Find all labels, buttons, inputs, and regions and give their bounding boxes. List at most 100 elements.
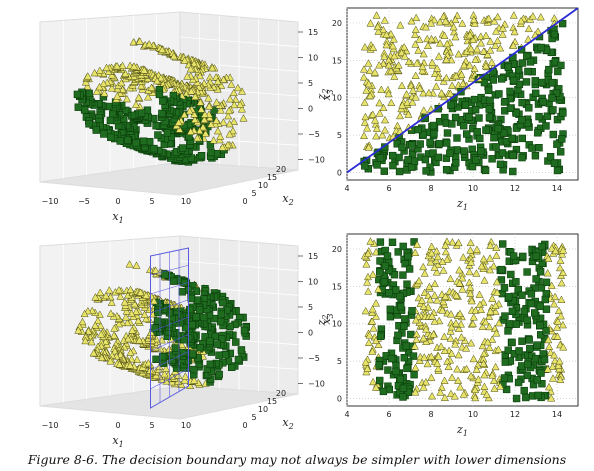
triangle-point	[201, 129, 210, 137]
triangle-point	[417, 296, 427, 304]
triangle-point	[422, 337, 431, 345]
square-point	[163, 129, 172, 137]
square-point	[192, 287, 200, 295]
x-tick-label: 12	[510, 410, 520, 419]
triangle-point	[78, 317, 87, 326]
triangle-point	[556, 256, 565, 264]
square-point	[557, 61, 565, 70]
z-tick-label: 0	[308, 329, 313, 338]
square-point	[178, 288, 186, 296]
triangle-point	[411, 25, 420, 33]
triangle-point	[470, 19, 479, 27]
y-tick-label: 10	[258, 405, 268, 414]
square-point	[522, 393, 530, 402]
triangle-point	[107, 84, 116, 92]
triangle-point	[451, 319, 460, 327]
triangle-point	[369, 324, 378, 332]
triangle-point	[481, 31, 491, 39]
triangle-point	[374, 27, 383, 35]
y-tick-label: 5	[251, 189, 256, 198]
triangle-point	[128, 326, 137, 334]
square-point	[434, 153, 443, 162]
square-point	[514, 66, 523, 74]
square-point	[536, 331, 545, 339]
triangle-point	[397, 81, 406, 89]
x-tick-label: 6	[386, 184, 391, 193]
square-point	[526, 58, 535, 66]
triangle-point	[419, 262, 428, 271]
square-point	[518, 291, 526, 299]
triangle-point	[135, 37, 144, 45]
triangle-point	[452, 291, 461, 299]
square-point	[512, 109, 520, 117]
triangle-point	[177, 340, 186, 349]
triangle-point	[488, 335, 497, 343]
square-point	[404, 388, 412, 396]
triangle-point	[490, 17, 499, 25]
triangle-point	[471, 393, 480, 402]
triangle-point	[427, 312, 437, 320]
triangle-point	[494, 318, 504, 327]
square-point	[435, 140, 443, 148]
triangle-point	[467, 296, 476, 305]
triangle-point	[364, 287, 373, 295]
triangle-point	[117, 78, 126, 87]
triangle-point	[455, 279, 464, 287]
x-tick-label: 14	[552, 184, 562, 193]
triangle-point	[548, 362, 557, 370]
triangle-point	[485, 312, 494, 320]
triangle-point	[467, 338, 476, 347]
square-point	[515, 80, 524, 89]
square-point	[154, 308, 162, 317]
triangle-point	[436, 388, 445, 396]
triangle-point	[498, 30, 507, 38]
triangle-point	[120, 298, 129, 306]
square-point	[170, 277, 178, 285]
square-point	[85, 120, 93, 128]
square-point	[392, 286, 400, 294]
x-tick-label: 4	[344, 184, 349, 193]
triangle-point	[556, 311, 565, 320]
triangle-point	[451, 15, 460, 24]
triangle-point	[102, 63, 111, 72]
triangle-point	[547, 394, 556, 402]
triangle-point	[479, 298, 488, 306]
z-tick-label: −10	[308, 380, 325, 389]
square-point	[451, 113, 460, 122]
square-point	[398, 143, 406, 152]
square-point	[381, 262, 389, 270]
square-point	[124, 136, 132, 144]
square-point	[492, 143, 500, 151]
triangle-point	[386, 66, 396, 75]
triangle-point	[455, 265, 464, 274]
triangle-point	[455, 309, 464, 317]
triangle-point	[423, 41, 432, 49]
square-point	[538, 242, 546, 251]
triangle-point	[553, 317, 562, 325]
triangle-point	[419, 383, 428, 391]
square-point	[100, 130, 108, 138]
triangle-point	[80, 309, 89, 318]
triangle-point	[209, 136, 218, 144]
triangle-point	[390, 51, 399, 60]
square-point	[419, 130, 427, 139]
triangle-point	[434, 73, 443, 81]
triangle-point	[492, 329, 501, 337]
triangle-point	[492, 243, 501, 251]
square-point	[384, 366, 392, 374]
square-point	[539, 98, 547, 106]
z-tick-label: 5	[308, 303, 313, 312]
y-tick-label: 15	[332, 282, 342, 291]
square-point	[215, 351, 223, 359]
square-point	[377, 332, 385, 340]
triangle-point	[454, 350, 463, 359]
triangle-point	[458, 79, 467, 88]
triangle-point	[83, 306, 92, 315]
y-tick-label: 15	[332, 56, 342, 65]
square-point	[549, 130, 558, 139]
triangle-point	[447, 322, 456, 331]
square-point	[192, 313, 200, 321]
square-point	[504, 63, 512, 71]
square-point	[409, 352, 418, 360]
